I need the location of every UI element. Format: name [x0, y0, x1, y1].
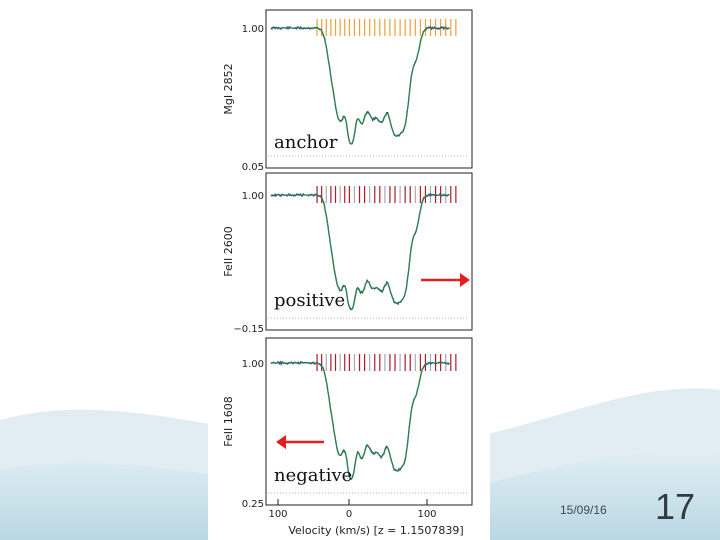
panel-1-annotation: anchor	[274, 132, 338, 153]
panel-1-ytick-top: 1.00	[242, 24, 264, 35]
spectra-figure: 1.00 0.05 MgI 2852 anchor 1.00 −0.15 FeII 2600…	[222, 9, 473, 537]
panel-3-frame	[265, 337, 473, 506]
panel-3-arrow-head	[276, 435, 286, 449]
panel-1-model-line	[270, 27, 450, 145]
panel-3-ytick-bottom: 0.25	[242, 499, 264, 510]
figure-panel: 1.00 0.05 MgI 2852 anchor 1.00 −0.15 FeII 2600…	[208, 0, 490, 540]
panel-2-frame	[265, 172, 473, 331]
x-axis-label: Velocity (km/s) [z = 1.1507839]	[288, 524, 463, 537]
panel-2-annotation: positive	[274, 290, 345, 311]
panel-3-ylabel: FeII 1608	[222, 396, 235, 446]
x-tick-label: 100	[417, 509, 436, 520]
panel-3-ytick-top: 1.00	[242, 359, 264, 370]
slide-date: 15/09/16	[560, 503, 607, 517]
panel-3-model-line	[270, 362, 450, 481]
panel-2-ylabel: FeII 2600	[222, 226, 235, 276]
panel-1-ytick-bottom: 0.05	[242, 162, 264, 173]
panel-2-ytick-top: 1.00	[242, 191, 264, 202]
panel-1-ylabel: MgI 2852	[222, 63, 235, 114]
panel-3-annotation: negative	[274, 465, 352, 486]
panel-2-model-line	[270, 194, 450, 311]
x-tick-label: 0	[346, 509, 352, 520]
x-tick-label: 100	[268, 509, 287, 520]
panel-1-frame	[265, 9, 473, 169]
slide-page-number: 17	[655, 486, 696, 527]
panel-2-arrow-head	[460, 273, 470, 287]
panel-2-ytick-bottom: −0.15	[233, 324, 264, 335]
